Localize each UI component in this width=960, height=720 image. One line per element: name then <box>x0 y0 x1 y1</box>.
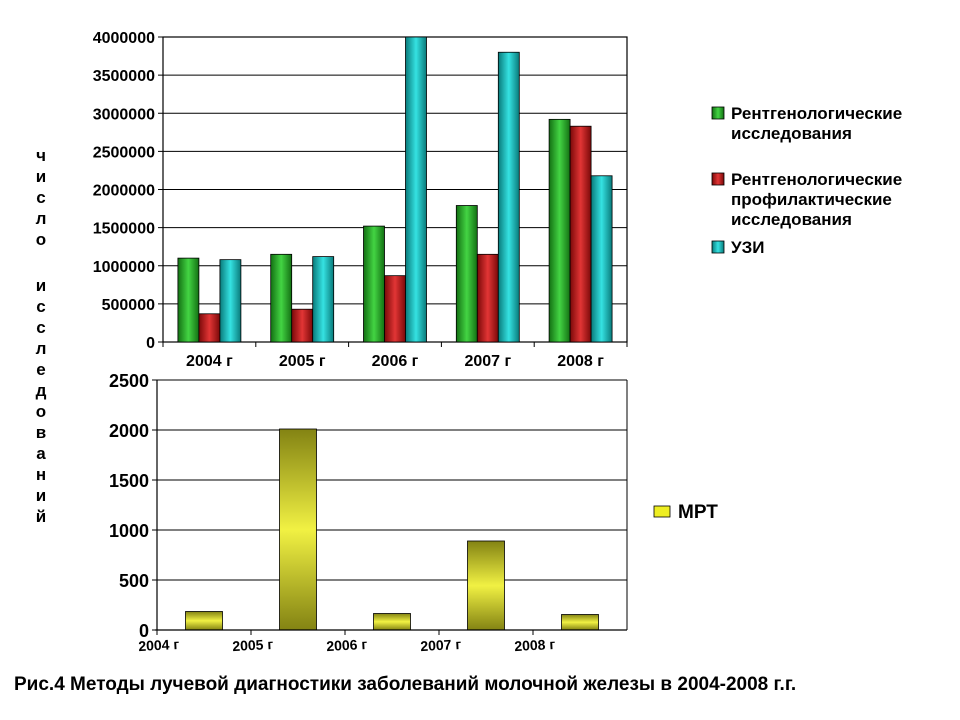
y-tick-label: 3500000 <box>93 68 155 85</box>
y-axis-label-char: й <box>36 507 46 526</box>
x-tick-label: 2007 г <box>464 353 511 370</box>
legend-label: Рентгенологические <box>731 104 902 123</box>
y-axis-label-char: с <box>36 188 45 207</box>
legend-label: профилактические <box>731 190 892 209</box>
y-axis-label-char: ч <box>36 146 46 165</box>
y-tick-label: 4000000 <box>93 30 155 47</box>
x-tick-label: 2008 г <box>514 636 556 654</box>
legend-swatch <box>711 240 725 254</box>
chart-bottom: 0 500 1000 1500 2000 2500 2004 г 2005 г 2006 г 20… <box>109 371 628 654</box>
bar <box>561 614 599 631</box>
bar <box>363 225 385 343</box>
y-axis-label-char: н <box>36 465 46 484</box>
x-tick-label: 2005 г <box>232 636 274 654</box>
y-axis-label-char: и <box>36 276 46 295</box>
x-tick-label: 2006 г <box>372 353 419 370</box>
legend-swatch <box>711 106 725 120</box>
y-tick-label: 1000 <box>109 521 149 541</box>
chart-top: 0 500000 1000000 1500000 2000000 2500000 30000… <box>93 30 628 370</box>
bar <box>384 275 406 343</box>
legend-label: Рентгенологические <box>731 170 902 189</box>
y-tick-label: 0 <box>139 621 149 641</box>
bar <box>373 613 411 631</box>
bar <box>198 313 221 343</box>
bar <box>185 611 223 631</box>
y-axis-label-char: с <box>36 297 45 316</box>
y-tick-label: 3000000 <box>93 106 155 123</box>
y-axis-label-char: л <box>36 209 47 228</box>
y-axis-label-char: о <box>36 402 46 421</box>
bar <box>455 205 478 343</box>
y-tick-label: 1000000 <box>93 259 155 276</box>
y-axis-label-char: д <box>36 381 47 400</box>
bar <box>219 259 242 343</box>
bar <box>270 253 293 343</box>
y-tick-label: 2500 <box>109 371 149 391</box>
y-tick-label: 2000000 <box>93 183 155 200</box>
legend-label: МРТ <box>678 502 718 523</box>
y-tick-label: 500000 <box>102 297 155 314</box>
y-tick-label: 1500000 <box>93 221 155 238</box>
legend-swatch <box>653 505 671 518</box>
legend-label: исследования <box>731 210 852 229</box>
legend-swatch <box>711 172 725 186</box>
x-tick-label: 2007 г <box>420 636 462 654</box>
legend-label: исследования <box>731 124 852 143</box>
bar <box>548 118 571 343</box>
bar <box>476 253 499 343</box>
x-tick-label: 2004 г <box>186 353 233 370</box>
bar <box>177 257 200 343</box>
bar <box>279 428 317 631</box>
y-tick-label: 2500000 <box>93 144 155 161</box>
x-tick-label: 2005 г <box>279 353 326 370</box>
legend-label: УЗИ <box>731 238 764 257</box>
figure-caption: Рис.4 Методы лучевой диагностики заболев… <box>14 674 796 695</box>
y-axis-label-char: в <box>36 423 46 442</box>
bar <box>291 308 314 343</box>
y-tick-label: 500 <box>119 571 149 591</box>
bar <box>405 36 427 343</box>
legend-top: РентгенологическиеисследованияРентгеноло… <box>711 104 902 257</box>
x-tick-label: 2006 г <box>326 636 368 654</box>
y-axis-label-char: о <box>36 230 46 249</box>
bar <box>497 51 520 343</box>
y-axis-label-char: с <box>36 318 45 337</box>
bar <box>569 125 592 343</box>
y-tick-label: 0 <box>146 335 155 352</box>
y-axis-label-char: е <box>36 360 45 379</box>
y-tick-label: 1500 <box>109 471 149 491</box>
y-axis-label-char: а <box>36 444 46 463</box>
x-tick-label: 2008 г <box>557 353 604 370</box>
legend-bottom: МРТ <box>653 502 718 523</box>
y-tick-label: 2000 <box>109 421 149 441</box>
y-axis-label-char: л <box>36 339 47 358</box>
bar <box>467 540 505 631</box>
bar <box>312 256 335 343</box>
y-axis-label-char: и <box>36 167 46 186</box>
y-axis-label-char: и <box>36 486 46 505</box>
bar <box>590 175 613 343</box>
x-tick-label: 2004 г <box>138 636 180 654</box>
